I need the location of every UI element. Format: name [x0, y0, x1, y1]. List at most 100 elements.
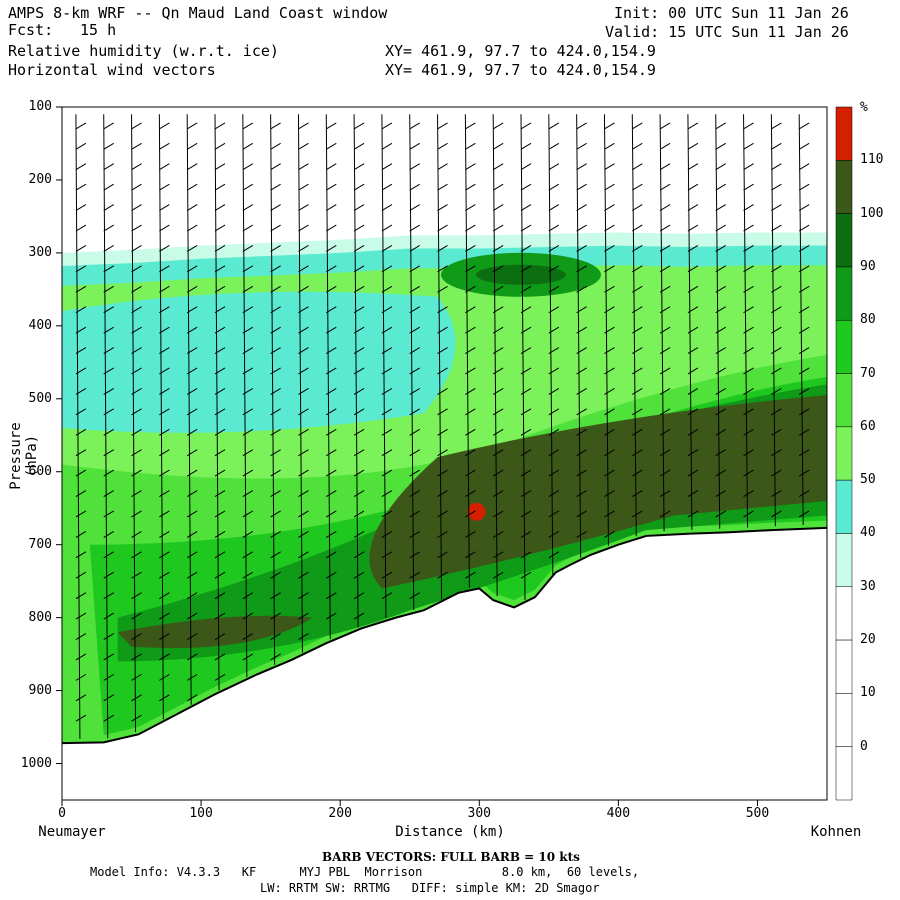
wind-barb [103, 571, 114, 579]
wind-barb [159, 673, 170, 681]
colorbar-segment [835, 160, 853, 214]
colorbar-segment [835, 586, 853, 641]
wind-barb [465, 183, 476, 191]
wind-barb [298, 204, 309, 212]
wind-barb [743, 428, 754, 436]
wind-barb [326, 510, 337, 518]
wind-barb [604, 530, 615, 538]
wind-barb [326, 347, 337, 354]
wind-barb [604, 183, 615, 191]
wind-barb [298, 163, 309, 171]
wind-barb [604, 510, 615, 518]
wind-barb [353, 551, 365, 559]
wind-barb [270, 428, 281, 436]
wind-barb [687, 122, 699, 130]
wind-barb [632, 183, 643, 191]
colorbar-segment [835, 266, 853, 321]
wind-barb [242, 326, 254, 334]
wind-barb [186, 428, 198, 436]
wind-barb [103, 694, 114, 702]
wind-barb-staff [520, 114, 526, 601]
wind-barb [771, 204, 782, 212]
wind-barb [465, 408, 476, 416]
wind-barb [576, 183, 587, 191]
wind-barb [381, 265, 393, 273]
wind-barb [687, 469, 699, 477]
y-axis-title: Pressure (hPa) [8, 422, 40, 490]
wind-barb [798, 347, 810, 354]
x-end-station: Kohnen [810, 824, 862, 840]
wind-barb [743, 285, 754, 293]
wind-barb [576, 306, 587, 314]
wind-barb [437, 428, 448, 436]
wind-barb [214, 306, 226, 314]
wind-barb [409, 449, 420, 457]
wind-barb [103, 265, 114, 273]
wind-barb-staff [492, 114, 498, 597]
colorbar-segment [835, 373, 853, 428]
wind-barb [381, 592, 393, 600]
y-tick-label: 200 [28, 171, 52, 187]
wind-barb [186, 367, 198, 375]
wind-barb [75, 490, 87, 497]
wind-barb [604, 245, 615, 252]
wind-barb [214, 367, 226, 375]
wind-barb [270, 449, 281, 457]
wind-barb [242, 653, 254, 661]
wind-barb [771, 183, 782, 191]
wind-barb [576, 408, 587, 416]
wind-barb [659, 306, 671, 314]
wind-barb [298, 326, 309, 334]
wind-barb [465, 224, 476, 232]
wind-barb [659, 326, 671, 334]
wind-barb [687, 285, 699, 293]
wind-barb [687, 265, 699, 273]
wind-barb [186, 469, 198, 477]
wind-barb [659, 163, 671, 171]
wind-barb [270, 163, 281, 171]
wind-barb [186, 592, 198, 600]
rh-dry-pocket [62, 291, 456, 433]
wind-barb [548, 265, 560, 273]
wind-barb [743, 510, 754, 518]
wind-barb [186, 265, 198, 273]
y-tick-label: 500 [28, 390, 52, 406]
wind-barb [409, 122, 420, 130]
wind-barb [186, 306, 198, 314]
wind-barb [715, 122, 726, 130]
wind-barb [186, 224, 198, 232]
wind-barb [186, 285, 198, 293]
wind-barb [186, 653, 198, 661]
wind-barb [242, 122, 254, 130]
model-info-line-2: LW: RRTM SW: RRTMG DIFF: simple KM: 2D S… [260, 881, 600, 895]
wind-barb [492, 306, 504, 314]
wind-barb [159, 449, 170, 457]
wind-barb [437, 408, 448, 416]
wind-barb [214, 245, 226, 252]
wind-barb [353, 530, 365, 538]
wind-barb [270, 245, 281, 252]
wind-barb [75, 265, 87, 273]
wind-barb [186, 530, 198, 538]
wind-barb [131, 490, 142, 497]
wind-barb [270, 204, 281, 212]
wind-barb [214, 347, 226, 354]
wind-barb [604, 285, 615, 293]
wind-barb [326, 245, 337, 252]
wind-barb [743, 408, 754, 416]
wind-barb [632, 387, 643, 395]
wind-barb [409, 183, 420, 191]
wind-barb-staff [131, 114, 137, 732]
wind-barb [576, 469, 587, 477]
wind-barb [604, 163, 615, 171]
wind-barb [659, 183, 671, 191]
wind-barb [75, 612, 87, 620]
wind-barb [771, 122, 782, 130]
wind-barb [270, 408, 281, 416]
wind-barb [298, 408, 309, 416]
wind-barb [743, 224, 754, 232]
wind-barb [103, 204, 114, 212]
wind-barb [659, 285, 671, 293]
wind-barb [326, 224, 337, 232]
wind-barb [465, 510, 476, 518]
